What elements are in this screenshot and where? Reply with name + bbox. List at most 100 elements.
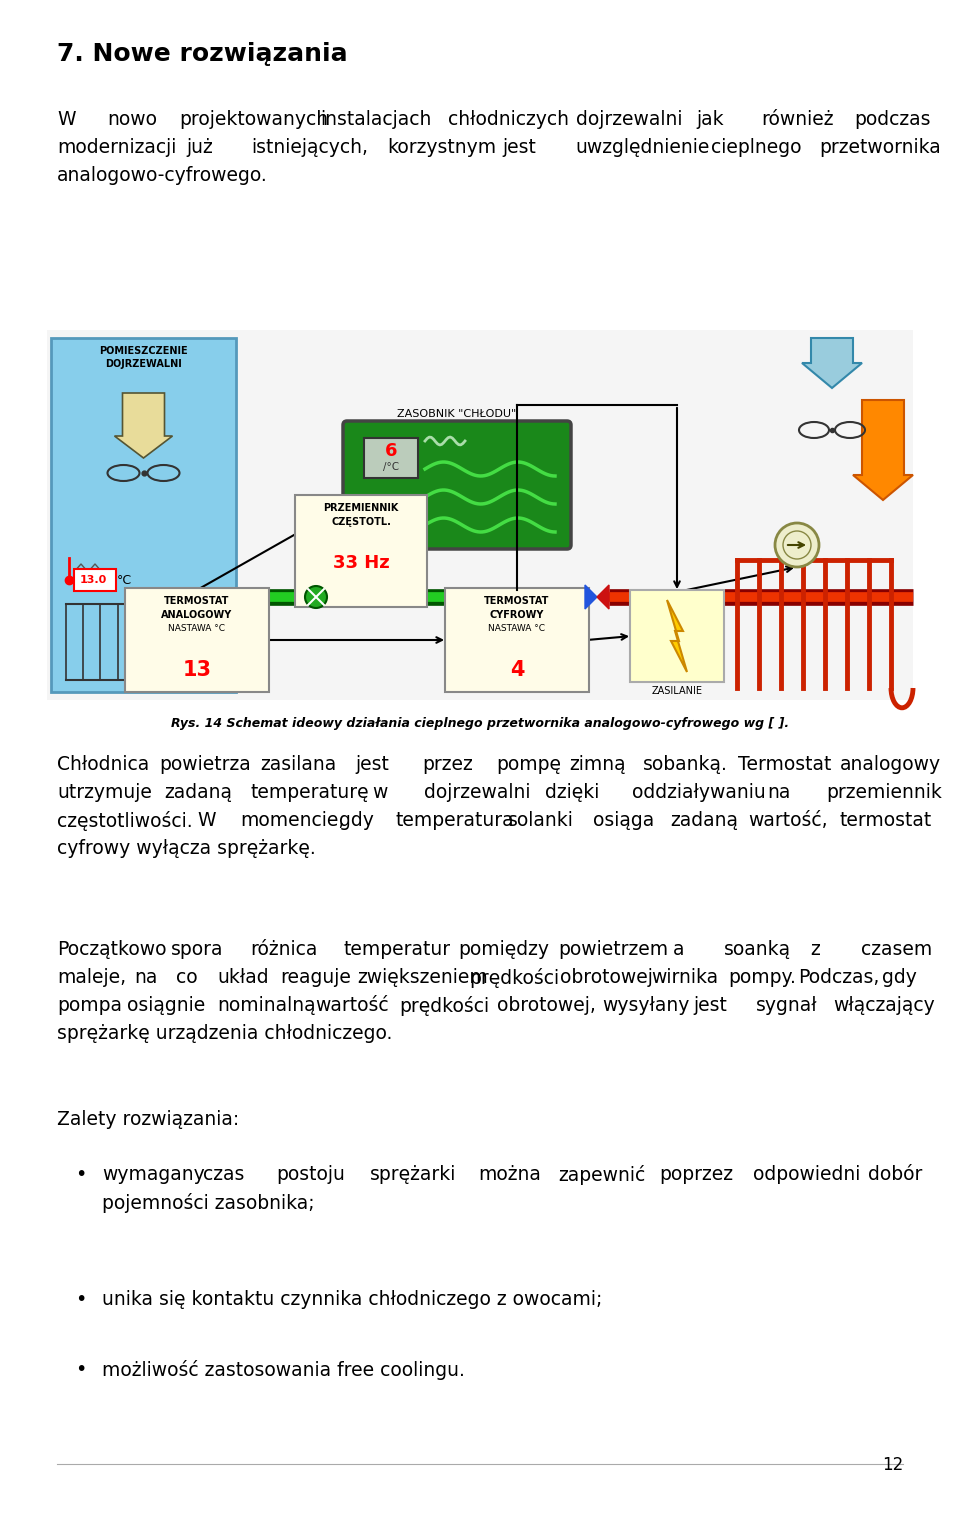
Text: pomiędzy: pomiędzy [458, 940, 549, 958]
Text: nowo: nowo [108, 111, 157, 129]
Text: W: W [198, 812, 216, 830]
Text: maleje,: maleje, [57, 967, 126, 987]
Text: instalacjach: instalacjach [321, 111, 432, 129]
Text: CZĘSTOTL.: CZĘSTOTL. [331, 516, 391, 527]
Text: 13: 13 [182, 660, 211, 680]
Text: przemiennik: przemiennik [826, 783, 942, 802]
Text: •: • [75, 1360, 86, 1379]
Text: 33 Hz: 33 Hz [332, 554, 390, 572]
Text: wirnika: wirnika [651, 967, 718, 987]
Text: z: z [810, 940, 820, 958]
Text: soanką: soanką [724, 940, 791, 958]
Text: czas: czas [203, 1164, 245, 1184]
Text: zadaną: zadaną [670, 812, 738, 830]
Text: już: już [186, 138, 212, 157]
Text: analogowy: analogowy [840, 755, 941, 774]
Text: jak: jak [697, 111, 725, 129]
Text: obrotowej,: obrotowej, [497, 996, 596, 1014]
Text: ZASILANIE: ZASILANIE [652, 686, 703, 696]
Text: 4: 4 [510, 660, 524, 680]
Text: 13.0: 13.0 [80, 575, 107, 584]
Text: można: można [478, 1164, 540, 1184]
FancyArrow shape [853, 400, 913, 500]
Text: czasem: czasem [861, 940, 932, 958]
FancyBboxPatch shape [51, 338, 236, 692]
Text: wysyłany: wysyłany [602, 996, 689, 1014]
Text: cyfrowy wyłącza sprężarkę.: cyfrowy wyłącza sprężarkę. [57, 839, 316, 858]
Text: 6: 6 [385, 442, 397, 460]
Text: temperatur: temperatur [344, 940, 451, 958]
Text: cieplnego: cieplnego [711, 138, 802, 157]
Text: zadaną: zadaną [164, 783, 232, 802]
Text: oddziaływaniu: oddziaływaniu [632, 783, 765, 802]
Text: jest: jest [502, 138, 537, 157]
Text: układ: układ [218, 967, 269, 987]
Text: włączający: włączający [832, 996, 934, 1014]
Text: na: na [767, 783, 791, 802]
Text: °C: °C [117, 574, 132, 586]
Circle shape [305, 586, 327, 609]
Text: 12: 12 [881, 1456, 903, 1475]
FancyArrow shape [802, 338, 862, 388]
Text: modernizacji: modernizacji [57, 138, 177, 157]
Text: prędkości: prędkości [399, 996, 490, 1016]
Text: gdy: gdy [339, 812, 373, 830]
Text: termostat: termostat [840, 812, 932, 830]
FancyBboxPatch shape [445, 587, 589, 692]
Text: pompę: pompę [495, 755, 561, 774]
Text: Termostat: Termostat [738, 755, 831, 774]
Text: projektowanych: projektowanych [179, 111, 328, 129]
Text: ZASOBNIK "CHŁODU": ZASOBNIK "CHŁODU" [397, 409, 516, 419]
Text: przez: przez [422, 755, 473, 774]
Text: temperaturę: temperaturę [251, 783, 370, 802]
Text: dojrzewalni: dojrzewalni [576, 111, 683, 129]
Text: zimną: zimną [569, 755, 626, 774]
Text: TERMOSTAT: TERMOSTAT [164, 597, 229, 606]
Text: •: • [75, 1164, 86, 1184]
Text: nominalną: nominalną [218, 996, 317, 1014]
FancyBboxPatch shape [630, 590, 724, 681]
Text: zasilana: zasilana [260, 755, 337, 774]
Text: W: W [57, 111, 76, 129]
Text: dzięki: dzięki [545, 783, 600, 802]
Text: zapewnić: zapewnić [558, 1164, 645, 1185]
Text: Rys. 14 Schemat ideowy działania cieplnego przetwornika analogowo-cyfrowego wg [: Rys. 14 Schemat ideowy działania cieplne… [171, 718, 789, 730]
Text: spora: spora [171, 940, 224, 958]
Text: istniejących,: istniejących, [252, 138, 369, 157]
Text: analogowo-cyfrowego.: analogowo-cyfrowego. [57, 167, 268, 185]
Text: wartość,: wartość, [748, 812, 828, 830]
FancyBboxPatch shape [125, 587, 269, 692]
Circle shape [775, 522, 819, 568]
Text: korzystnym: korzystnym [388, 138, 496, 157]
Text: Początkowo: Początkowo [57, 940, 166, 958]
Text: różnica: różnica [251, 940, 318, 958]
Text: CYFROWY: CYFROWY [490, 610, 544, 621]
Text: temperatura: temperatura [396, 812, 515, 830]
Text: /°C: /°C [383, 462, 399, 472]
Text: poprzez: poprzez [659, 1164, 732, 1184]
Text: POMIESZCZENIE: POMIESZCZENIE [99, 347, 188, 356]
Text: chłodniczych: chłodniczych [448, 111, 569, 129]
Text: prędkości: prędkości [469, 967, 560, 989]
Text: NASTAWA °C: NASTAWA °C [169, 624, 226, 633]
Text: Chłodnica: Chłodnica [57, 755, 149, 774]
Text: utrzymuje: utrzymuje [57, 783, 152, 802]
Text: wartość: wartość [316, 996, 389, 1014]
Text: dobór: dobór [868, 1164, 923, 1184]
Text: DOJRZEWALNI: DOJRZEWALNI [106, 359, 181, 369]
Text: osiągnie: osiągnie [127, 996, 205, 1014]
Text: co: co [176, 967, 198, 987]
Text: ANALOGOWY: ANALOGOWY [161, 610, 232, 621]
Text: reaguje: reaguje [280, 967, 351, 987]
Text: Zalety rozwiązania:: Zalety rozwiązania: [57, 1110, 239, 1129]
Text: odpowiedni: odpowiedni [753, 1164, 860, 1184]
Text: uwzględnienie: uwzględnienie [575, 138, 709, 157]
Text: momencie,: momencie, [240, 812, 345, 830]
Text: solanki: solanki [508, 812, 574, 830]
Text: osiąga: osiąga [593, 812, 654, 830]
Text: pompy.: pompy. [728, 967, 796, 987]
Text: częstotliwości.: częstotliwości. [57, 812, 193, 831]
Text: jest: jest [355, 755, 389, 774]
Text: pompa: pompa [57, 996, 122, 1014]
Text: PRZEMIENNIK: PRZEMIENNIK [324, 503, 398, 513]
